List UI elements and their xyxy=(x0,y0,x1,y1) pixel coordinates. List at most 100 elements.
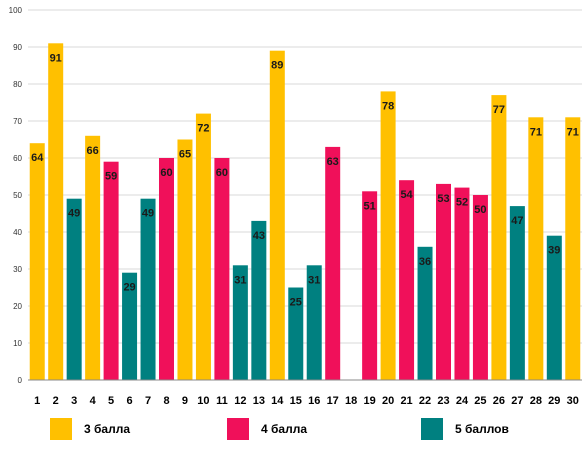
bar xyxy=(454,187,470,380)
x-tick-label: 27 xyxy=(511,395,523,407)
data-labels: 64 91 49 66 59 29 49 60 65 72 60 31 43 89 25 31 63 51 78 54… xyxy=(31,52,579,308)
legend-label-4-points: 4 балла xyxy=(261,422,308,436)
bar xyxy=(546,235,562,380)
x-tick-label: 28 xyxy=(530,395,542,407)
x-tick-label: 15 xyxy=(290,395,302,407)
data-label: 49 xyxy=(142,208,154,220)
x-tick-label: 21 xyxy=(400,395,412,407)
data-label: 71 xyxy=(567,126,579,138)
data-label: 49 xyxy=(68,208,80,220)
x-tick-label: 8 xyxy=(163,395,169,407)
gridlines xyxy=(28,9,582,344)
x-tick-label: 16 xyxy=(308,395,320,407)
data-label: 47 xyxy=(511,215,523,227)
legend: 3 балла 4 балла 5 баллов xyxy=(0,418,587,452)
y-tick-label: 40 xyxy=(13,228,22,237)
data-label: 53 xyxy=(437,193,449,205)
data-label: 66 xyxy=(87,145,99,157)
data-label: 72 xyxy=(197,123,209,135)
bar xyxy=(306,265,322,380)
bar xyxy=(29,143,45,380)
bar xyxy=(472,195,488,380)
x-tick-label: 10 xyxy=(197,395,209,407)
legend-item-5-points: 5 баллов xyxy=(421,418,509,440)
x-tick-label: 4 xyxy=(90,395,97,407)
data-label: 59 xyxy=(105,171,117,183)
x-tick-label: 19 xyxy=(364,395,376,407)
x-tick-label: 6 xyxy=(127,395,133,407)
x-tick-label: 11 xyxy=(216,395,228,407)
y-tick-label: 100 xyxy=(9,6,23,15)
bar xyxy=(251,220,267,380)
bar xyxy=(177,139,193,380)
x-tick-label: 12 xyxy=(234,395,246,407)
x-tick-label: 25 xyxy=(474,395,486,407)
y-tick-label: 50 xyxy=(13,191,22,200)
x-tick-label: 23 xyxy=(437,395,449,407)
data-label: 25 xyxy=(290,297,302,309)
bar xyxy=(140,198,156,380)
bar xyxy=(380,91,396,381)
x-tick-label: 3 xyxy=(71,395,77,407)
data-label: 60 xyxy=(216,167,228,179)
bar xyxy=(159,158,174,380)
data-label: 89 xyxy=(271,60,283,72)
data-label: 36 xyxy=(419,256,431,268)
data-label: 29 xyxy=(123,282,135,294)
x-tick-label: 1 xyxy=(34,395,40,407)
x-tick-label: 29 xyxy=(548,395,560,407)
y-axis-ticks: 0 10 20 30 40 50 60 70 80 90 100 xyxy=(9,6,23,385)
data-label: 31 xyxy=(234,274,246,286)
x-axis-ticks: 1 2 3 4 5 6 7 8 9 10 11 12 13 14 15 16 17 18 19 20 21 22 23 24 2… xyxy=(34,395,579,407)
bar xyxy=(417,246,433,380)
bar xyxy=(325,146,341,380)
bar xyxy=(195,113,211,380)
bar xyxy=(66,198,82,380)
legend-label-5-points: 5 баллов xyxy=(455,422,509,436)
legend-item-3-points: 3 балла xyxy=(50,418,130,440)
x-tick-label: 17 xyxy=(327,395,339,407)
data-label: 63 xyxy=(327,156,339,168)
x-tick-label: 7 xyxy=(145,395,151,407)
y-tick-label: 30 xyxy=(13,265,22,274)
legend-label-3-points: 3 балла xyxy=(84,422,131,436)
bar xyxy=(48,43,64,381)
data-label: 31 xyxy=(308,274,320,286)
bar xyxy=(232,265,248,380)
x-tick-label: 18 xyxy=(345,395,357,407)
data-label: 78 xyxy=(382,100,394,112)
y-tick-label: 90 xyxy=(13,43,22,52)
y-tick-label: 0 xyxy=(18,376,23,385)
data-label: 91 xyxy=(50,52,62,64)
bar xyxy=(122,272,138,380)
x-tick-label: 9 xyxy=(182,395,188,407)
x-tick-label: 20 xyxy=(382,395,394,407)
bar xyxy=(269,50,285,380)
bar xyxy=(565,117,581,381)
x-tick-label: 30 xyxy=(567,395,579,407)
data-label: 64 xyxy=(31,152,44,164)
y-tick-label: 70 xyxy=(13,117,22,126)
y-tick-label: 10 xyxy=(13,339,22,348)
bar xyxy=(399,180,415,380)
y-tick-label: 20 xyxy=(13,302,22,311)
x-tick-label: 2 xyxy=(53,395,59,407)
data-label: 43 xyxy=(253,230,265,242)
data-label: 71 xyxy=(530,126,542,138)
bar xyxy=(509,206,525,380)
bar xyxy=(362,191,378,380)
data-label: 77 xyxy=(493,104,505,116)
data-label: 65 xyxy=(179,149,191,161)
legend-item-4-points: 4 балла xyxy=(227,418,307,440)
bar xyxy=(214,158,230,380)
bar xyxy=(288,287,304,380)
data-label: 52 xyxy=(456,197,468,209)
bar xyxy=(436,183,451,380)
x-tick-label: 22 xyxy=(419,395,431,407)
data-label: 60 xyxy=(160,167,172,179)
x-tick-label: 24 xyxy=(456,395,469,407)
bar xyxy=(85,135,101,380)
x-tick-label: 14 xyxy=(271,395,284,407)
